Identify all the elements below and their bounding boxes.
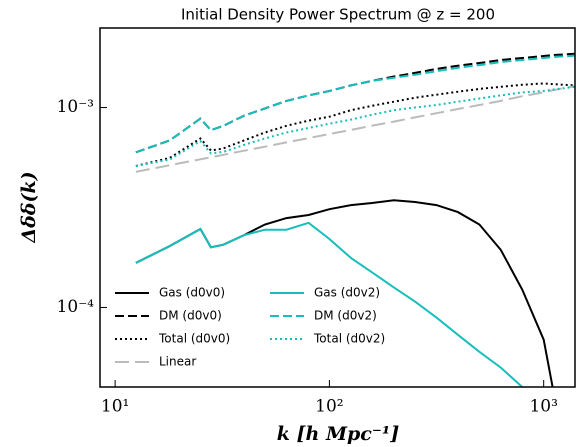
series-line	[135, 52, 575, 154]
y-tick-label: 10⁻³	[57, 97, 94, 117]
legend-label: DM (d0v2)	[314, 309, 377, 323]
series-line	[135, 82, 575, 167]
series-line	[135, 54, 575, 154]
legend-label: Total (d0v2)	[313, 332, 385, 346]
legend-label: Gas (d0v0)	[159, 286, 225, 300]
x-tick-label: 10³	[529, 397, 557, 417]
legend-label: DM (d0v0)	[159, 309, 222, 323]
legend-label: Total (d0v0)	[158, 332, 230, 346]
chart-title: Initial Density Power Spectrum @ z = 200	[181, 6, 495, 24]
x-axis-label: k [h Mpc⁻¹]	[277, 423, 399, 445]
legend-label: Linear	[159, 355, 196, 369]
plot-frame	[99, 27, 576, 388]
series-line	[135, 85, 575, 173]
y-tick-label: 10⁻⁴	[57, 297, 95, 317]
series-line	[135, 85, 575, 167]
x-tick-label: 10²	[315, 397, 343, 417]
series-line	[135, 221, 523, 387]
x-tick-label: 10¹	[101, 397, 129, 417]
legend-label: Gas (d0v2)	[314, 286, 380, 300]
y-axis-label: Δδδ(k)	[18, 171, 40, 243]
